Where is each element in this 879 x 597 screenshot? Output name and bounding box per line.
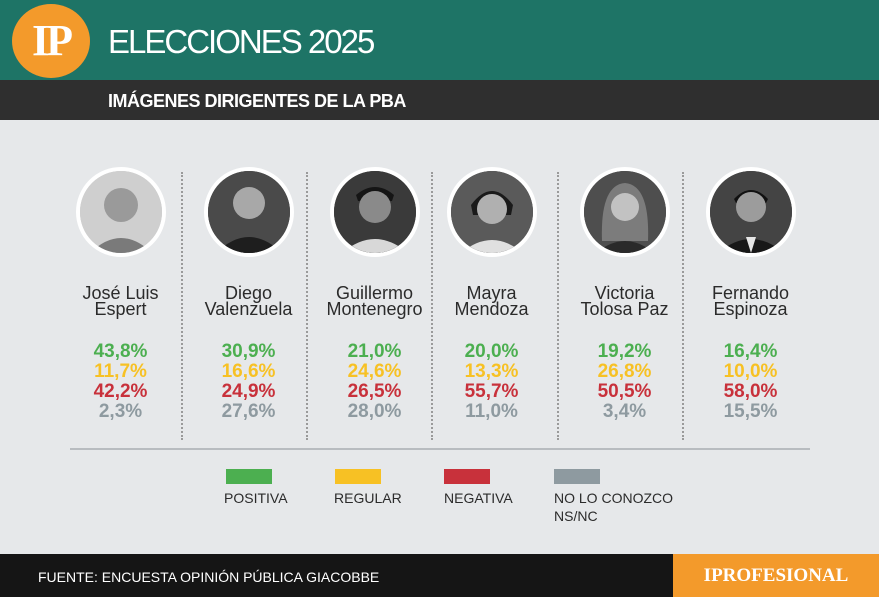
legend-label-negativa: NEGATIVA [444, 490, 513, 506]
value-negativa: 42,2% [93, 381, 148, 402]
candidate-name: Diego Valenzuela [204, 283, 293, 319]
legend-swatch-negativa [444, 469, 490, 484]
value-negativa: 55,7% [464, 381, 519, 402]
value-regular: 13,3% [464, 361, 519, 382]
page-title: ELECCIONES 2025 [108, 23, 375, 60]
value-regular: 24,6% [347, 361, 402, 382]
candidate-values: 30,9% 16,6% 24,9% 27,6% [186, 342, 311, 422]
column-divider [431, 172, 433, 440]
value-negativa: 58,0% [723, 381, 778, 402]
value-no-conozco: 3,4% [602, 401, 647, 422]
value-no-conozco: 2,3% [98, 401, 143, 422]
value-regular: 26,8% [597, 361, 652, 382]
candidate-name: Guillermo Montenegro [326, 283, 423, 319]
header-bar [0, 0, 879, 80]
candidate-values: 19,2% 26,8% 50,5% 3,4% [562, 342, 687, 422]
brand-logo: IPROFESIONAL [673, 554, 879, 597]
value-no-conozco: 27,6% [221, 401, 276, 422]
candidate-values: 16,4% 10,0% 58,0% 15,5% [688, 342, 813, 422]
value-no-conozco: 15,5% [723, 401, 778, 422]
column-divider [682, 172, 684, 440]
legend-label-no-conozco: NO LO CONOZCO NS/NC [554, 490, 674, 524]
iprofesional-logo: IP [12, 4, 90, 78]
column-divider [306, 172, 308, 440]
candidate-column: Victoria Tolosa Paz 19,2% 26,8% 50,5% 3,… [562, 165, 687, 440]
legend-label-positiva: POSITIVA [224, 490, 288, 506]
avatar-diego-valenzuela [204, 167, 294, 257]
value-positiva: 43,8% [93, 341, 148, 362]
column-divider [181, 172, 183, 440]
legend-swatch-regular [335, 469, 381, 484]
value-positiva: 21,0% [347, 341, 402, 362]
value-negativa: 26,5% [347, 381, 402, 402]
value-positiva: 19,2% [597, 341, 652, 362]
value-regular: 16,6% [221, 361, 276, 382]
candidate-column: Guillermo Montenegro 21,0% 24,6% 26,5% 2… [312, 165, 437, 440]
column-divider [557, 172, 559, 440]
legend-swatch-positiva [226, 469, 272, 484]
legend-separator [70, 448, 810, 450]
avatar-guillermo-montenegro [330, 167, 420, 257]
value-negativa: 24,9% [221, 381, 276, 402]
value-positiva: 30,9% [221, 341, 276, 362]
source-note: FUENTE: ENCUESTA OPINIÓN PÚBLICA GIACOBB… [38, 569, 380, 585]
candidate-values: 20,0% 13,3% 55,7% 11,0% [429, 342, 554, 422]
candidate-values: 21,0% 24,6% 26,5% 28,0% [312, 342, 437, 422]
candidate-name: Fernando Espinoza [711, 283, 790, 319]
value-regular: 11,7% [94, 361, 147, 382]
chart-subtitle: IMÁGENES DIRIGENTES DE LA PBA [108, 91, 406, 111]
value-no-conozco: 28,0% [347, 401, 402, 422]
candidate-name: Victoria Tolosa Paz [580, 283, 669, 319]
value-regular: 10,0% [723, 361, 778, 382]
candidate-name: José Luis Espert [82, 283, 159, 319]
candidate-column: Mayra Mendoza 20,0% 13,3% 55,7% 11,0% [429, 165, 554, 440]
legend-label-regular: REGULAR [334, 490, 402, 506]
candidate-column: Fernando Espinoza 16,4% 10,0% 58,0% 15,5… [688, 165, 813, 440]
candidate-values: 43,8% 11,7% 42,2% 2,3% [58, 342, 183, 422]
value-no-conozco: 11,0% [465, 401, 518, 422]
legend-swatch-no-conozco [554, 469, 600, 484]
candidate-name: Mayra Mendoza [454, 283, 529, 319]
candidate-column: José Luis Espert 43,8% 11,7% 42,2% 2,3% [58, 165, 183, 440]
value-positiva: 20,0% [464, 341, 519, 362]
subtitle-bar [0, 80, 879, 120]
value-negativa: 50,5% [597, 381, 652, 402]
avatar-fernando-espinoza [706, 167, 796, 257]
candidate-column: Diego Valenzuela 30,9% 16,6% 24,9% 27,6% [186, 165, 311, 440]
avatar-victoria-tolosa-paz [580, 167, 670, 257]
value-positiva: 16,4% [723, 341, 778, 362]
avatar-mayra-mendoza [447, 167, 537, 257]
avatar-jose-luis-espert [76, 167, 166, 257]
